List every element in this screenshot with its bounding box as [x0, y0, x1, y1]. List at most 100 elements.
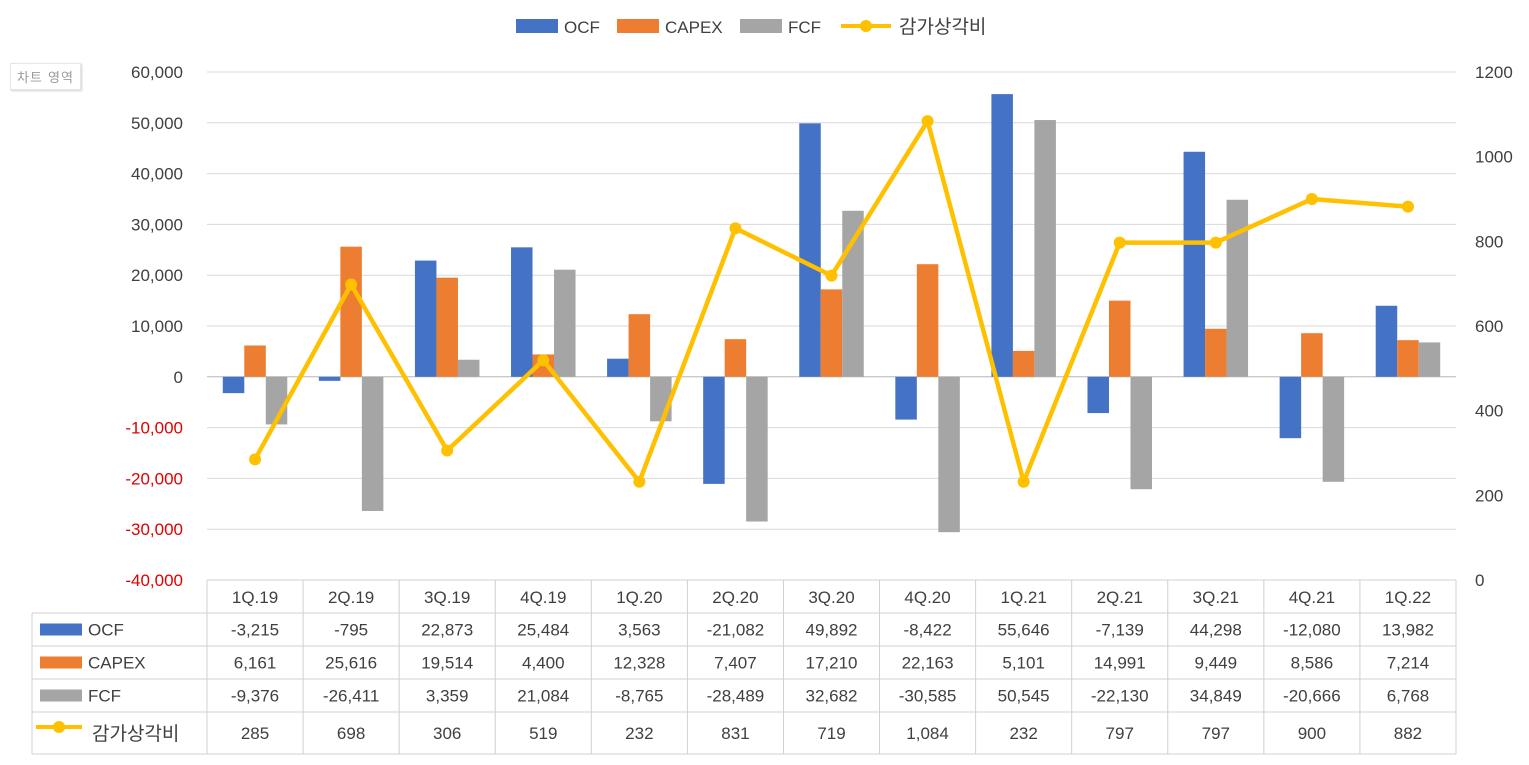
data-label: 7,407: [714, 654, 757, 673]
y-left-tick-label: 40,000: [131, 165, 183, 184]
data-label: 14,991: [1094, 654, 1146, 673]
data-label: -20,666: [1283, 687, 1341, 706]
data-label: 13,982: [1382, 621, 1434, 640]
data-label: -30,585: [899, 687, 957, 706]
chart-area-tooltip: 차트 영역: [10, 63, 81, 90]
table-legend-key: [40, 657, 82, 669]
bar-ocf: [223, 377, 245, 393]
y-right-tick-label: 0: [1475, 571, 1484, 590]
data-label: 1,084: [906, 724, 949, 743]
table-legend-key: [40, 624, 82, 636]
legend-label: 감가상각비: [899, 16, 986, 38]
legend: OCFCAPEXFCF감가상각비: [516, 16, 986, 38]
table-row-label: FCF: [88, 687, 121, 706]
y-right-tick-label: 800: [1475, 232, 1503, 251]
data-label: 9,449: [1195, 654, 1238, 673]
data-label: 12,328: [613, 654, 665, 673]
legend-label: CAPEX: [665, 18, 723, 37]
bar-ocf: [991, 94, 1013, 377]
category-label: 3Q.21: [1193, 588, 1239, 607]
data-table: 1Q.192Q.193Q.194Q.191Q.202Q.203Q.204Q.20…: [32, 580, 1456, 754]
data-label: -8,765: [615, 687, 663, 706]
line-point: [345, 279, 357, 291]
category-label: 2Q.20: [712, 588, 758, 607]
data-label: 6,768: [1387, 687, 1430, 706]
y-left-tick-label: -40,000: [125, 571, 183, 590]
data-label: 797: [1202, 724, 1230, 743]
data-label: 797: [1106, 724, 1134, 743]
data-label: 50,545: [998, 687, 1050, 706]
bar-ocf: [1087, 377, 1109, 413]
data-label: -7,139: [1096, 621, 1144, 640]
data-label: 882: [1394, 724, 1422, 743]
bar-capex: [725, 339, 747, 377]
bar-capex: [1109, 301, 1131, 377]
data-label: 22,873: [421, 621, 473, 640]
y-left-tick-label: -20,000: [125, 469, 183, 488]
y-right-tick-label: 400: [1475, 402, 1503, 421]
category-label: 4Q.19: [520, 588, 566, 607]
y-right-axis: 120010008006004002000: [1475, 63, 1513, 590]
line-point: [1306, 193, 1318, 205]
table-legend-key: [40, 690, 82, 702]
bar-fcf: [458, 360, 480, 377]
data-label: 698: [337, 724, 365, 743]
bar-capex: [436, 278, 458, 377]
line-point: [633, 476, 645, 488]
data-label: 6,161: [234, 654, 277, 673]
data-label: 25,616: [325, 654, 377, 673]
category-label: 1Q.19: [232, 588, 278, 607]
legend-label: FCF: [788, 18, 821, 37]
data-label: -8,422: [903, 621, 951, 640]
bar-fcf: [1130, 377, 1152, 489]
data-label: -28,489: [707, 687, 765, 706]
bar-capex: [1301, 333, 1323, 377]
data-label: 19,514: [421, 654, 473, 673]
legend-marker: [860, 20, 872, 32]
data-label: 900: [1298, 724, 1326, 743]
category-label: 2Q.19: [328, 588, 374, 607]
data-label: 4,400: [522, 654, 565, 673]
data-label: 232: [625, 724, 653, 743]
y-left-tick-label: 30,000: [131, 215, 183, 234]
y-left-tick-label: 10,000: [131, 317, 183, 336]
category-label: 1Q.22: [1385, 588, 1431, 607]
bar-fcf: [746, 377, 768, 522]
bar-capex: [244, 346, 265, 377]
data-label: 719: [817, 724, 845, 743]
y-left-tick-label: 0: [174, 368, 183, 387]
category-label: 2Q.21: [1097, 588, 1143, 607]
data-label: 5,101: [1002, 654, 1045, 673]
data-label: -9,376: [231, 687, 279, 706]
bar-fcf: [1419, 342, 1441, 376]
data-label: -3,215: [231, 621, 279, 640]
data-label: -12,080: [1283, 621, 1341, 640]
data-label: 49,892: [806, 621, 858, 640]
table-row-label: OCF: [88, 621, 124, 640]
bar-ocf: [895, 377, 917, 420]
line-point: [441, 444, 453, 456]
category-label: 3Q.19: [424, 588, 470, 607]
line-point: [249, 453, 261, 465]
bar-series: [223, 94, 1440, 532]
data-label: 32,682: [806, 687, 858, 706]
bar-fcf: [554, 270, 576, 377]
category-label: 1Q.21: [1000, 588, 1046, 607]
legend-swatch: [516, 19, 558, 33]
data-label: 25,484: [517, 621, 569, 640]
y-right-tick-label: 1000: [1475, 148, 1513, 167]
table-row-label: 감가상각비: [92, 723, 179, 745]
bar-ocf: [703, 377, 725, 484]
bar-capex: [1205, 329, 1227, 377]
bar-capex: [629, 314, 651, 377]
table-legend-marker: [53, 721, 65, 733]
bar-capex: [1397, 340, 1419, 377]
data-label: -21,082: [707, 621, 765, 640]
y-left-tick-label: 50,000: [131, 114, 183, 133]
data-label: 22,163: [902, 654, 954, 673]
bar-capex: [340, 247, 362, 377]
bar-fcf: [1034, 120, 1056, 377]
category-label: 1Q.20: [616, 588, 662, 607]
line-point: [1402, 201, 1414, 213]
